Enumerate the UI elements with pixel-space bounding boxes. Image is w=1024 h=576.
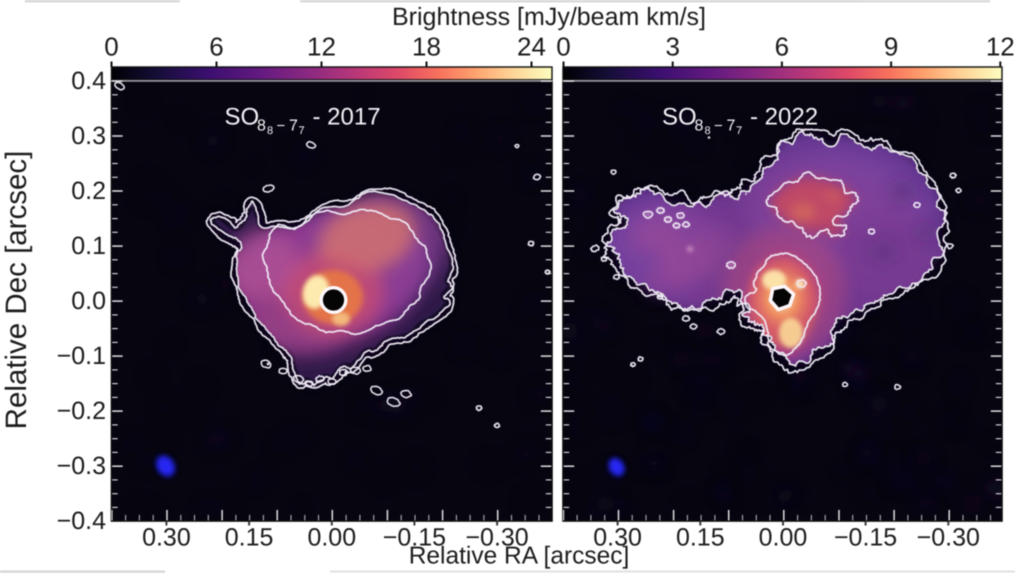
svg-text:0.0: 0.0 — [71, 287, 106, 315]
svg-text:0.2: 0.2 — [71, 177, 106, 205]
svg-text:0.00: 0.00 — [759, 524, 808, 552]
svg-text:SO: SO — [662, 104, 697, 131]
svg-text:8: 8 — [695, 118, 704, 135]
svg-text:−: − — [277, 118, 286, 135]
svg-text:Relative Dec [arcsec]: Relative Dec [arcsec] — [0, 151, 33, 430]
svg-text:−0.1: −0.1 — [57, 342, 106, 370]
svg-text:Relative RA [arcsec]: Relative RA [arcsec] — [409, 543, 630, 570]
svg-text:0.1: 0.1 — [71, 232, 106, 260]
svg-text:0: 0 — [104, 32, 118, 62]
svg-text:0.4: 0.4 — [71, 67, 106, 95]
svg-text:0.3: 0.3 — [71, 122, 106, 150]
svg-text:Brightness [mJy/beam km/s]: Brightness [mJy/beam km/s] — [392, 3, 706, 31]
svg-text:8: 8 — [705, 125, 711, 137]
svg-text:0.00: 0.00 — [307, 524, 356, 552]
svg-text:−0.30: −0.30 — [465, 524, 528, 552]
svg-text:−0.3: −0.3 — [57, 452, 106, 480]
svg-text:0.30: 0.30 — [593, 524, 642, 552]
svg-text:6: 6 — [775, 32, 789, 62]
svg-text:−0.2: −0.2 — [57, 397, 106, 425]
svg-text:0.15: 0.15 — [676, 524, 725, 552]
svg-text:24: 24 — [517, 32, 546, 62]
svg-text:- 2017: - 2017 — [313, 104, 381, 131]
svg-text:7: 7 — [736, 125, 742, 137]
svg-text:−0.4: −0.4 — [57, 507, 106, 535]
svg-text:8: 8 — [267, 125, 273, 137]
svg-text:0.15: 0.15 — [225, 524, 274, 552]
svg-text:6: 6 — [209, 32, 223, 62]
svg-text:7: 7 — [727, 118, 736, 135]
svg-text:−0.30: −0.30 — [917, 524, 980, 552]
svg-text:0: 0 — [556, 32, 570, 62]
svg-text:0.30: 0.30 — [142, 524, 191, 552]
svg-text:12: 12 — [307, 32, 336, 62]
svg-text:- 2022: - 2022 — [750, 104, 818, 131]
svg-text:−: − — [714, 118, 723, 135]
svg-text:18: 18 — [412, 32, 441, 62]
svg-text:3: 3 — [665, 32, 679, 62]
svg-text:−0.15: −0.15 — [834, 524, 897, 552]
svg-text:7: 7 — [299, 125, 305, 137]
svg-text:12: 12 — [986, 32, 1015, 62]
svg-text:SO: SO — [225, 104, 260, 131]
svg-text:8: 8 — [257, 118, 266, 135]
svg-text:9: 9 — [884, 32, 898, 62]
svg-text:−0.15: −0.15 — [383, 524, 446, 552]
svg-text:7: 7 — [289, 118, 298, 135]
